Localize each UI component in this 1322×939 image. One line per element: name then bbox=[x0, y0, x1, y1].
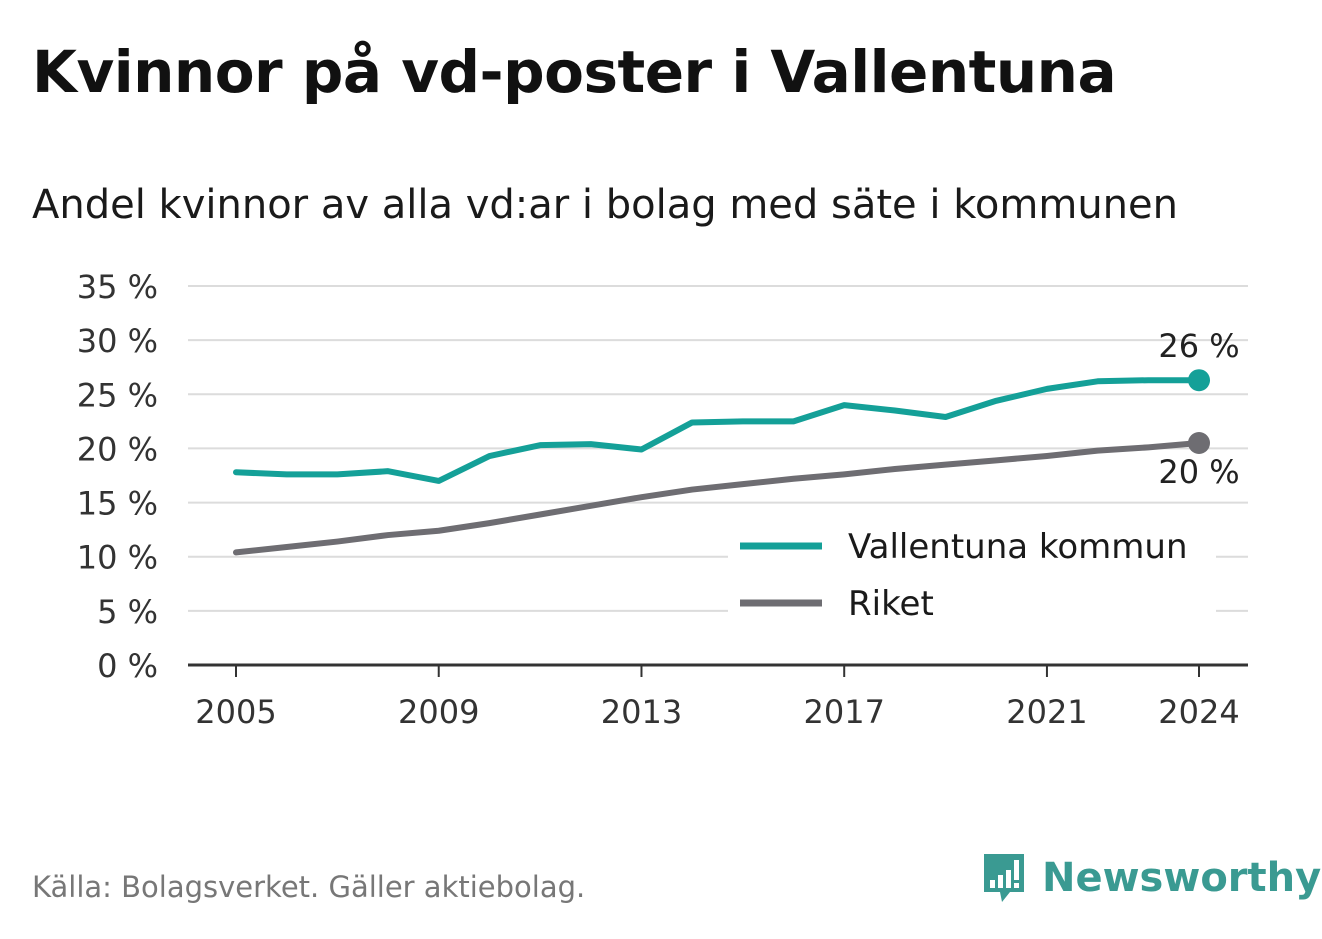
legend: Vallentuna kommun Riket bbox=[728, 518, 1216, 627]
series-line-vallentuna bbox=[233, 377, 1202, 484]
y-tick-label: 35 % bbox=[77, 268, 158, 306]
series-end-label: 26 % bbox=[1158, 327, 1239, 365]
source-note: Källa: Bolagsverket. Gäller aktiebolag. bbox=[32, 870, 586, 904]
series-end-point bbox=[1188, 369, 1210, 392]
x-tick-label: 2017 bbox=[803, 693, 884, 731]
grid-layer bbox=[188, 285, 1248, 612]
x-tick-label: 2013 bbox=[601, 693, 682, 731]
legend-label: Vallentuna kommun bbox=[848, 527, 1188, 567]
y-tick-label: 0 % bbox=[97, 647, 158, 685]
brand: Newsworthy bbox=[980, 850, 1321, 906]
y-tick-label: 25 % bbox=[77, 376, 158, 414]
brand-name: Newsworthy bbox=[1042, 855, 1322, 901]
series-end-label: 20 % bbox=[1158, 453, 1239, 491]
x-tick-label: 2024 bbox=[1158, 693, 1239, 731]
series-end-point bbox=[1188, 432, 1210, 455]
x-tick-label: 2009 bbox=[398, 693, 479, 731]
chart-subtitle: Andel kvinnor av alla vd:ar i bolag med … bbox=[32, 182, 1178, 228]
y-tick-label: 30 % bbox=[77, 322, 158, 360]
chart-title: Kvinnor på vd-poster i Vallentuna bbox=[32, 38, 1117, 106]
legend-label: Riket bbox=[848, 584, 934, 624]
series-layer: 26 % 20 % bbox=[233, 327, 1240, 556]
series-line-riket bbox=[233, 440, 1202, 556]
y-tick-label: 5 % bbox=[97, 593, 158, 631]
x-tick-label: 2005 bbox=[195, 693, 276, 731]
x-tick-label: 2021 bbox=[1006, 693, 1087, 731]
axis-layer: 0 % 5 % 10 % 15 % 20 % 25 % 30 % 35 % 2005 2009 20… bbox=[77, 268, 1248, 731]
y-tick-label: 10 % bbox=[77, 539, 158, 577]
newsworthy-logo-icon bbox=[984, 854, 1024, 902]
y-tick-label: 15 % bbox=[77, 485, 158, 523]
y-tick-label: 20 % bbox=[77, 430, 158, 468]
